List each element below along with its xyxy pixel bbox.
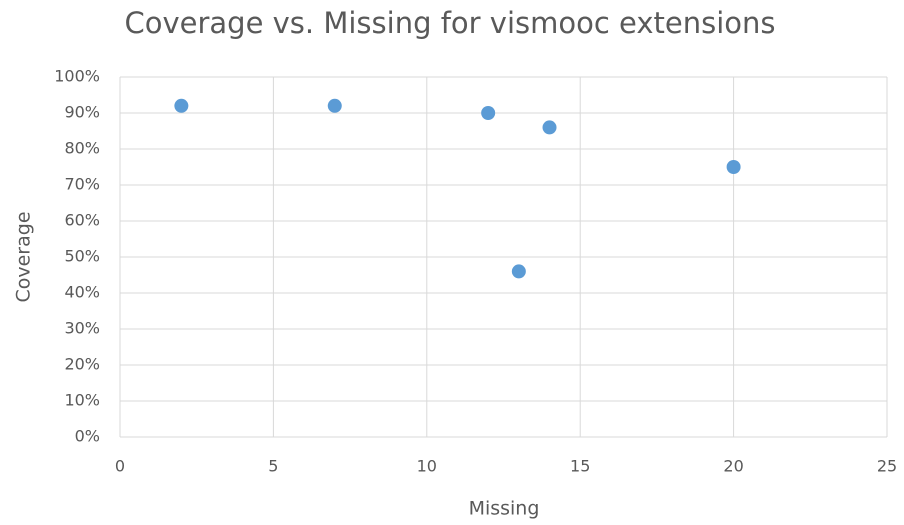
x-tick-label: 25 <box>877 457 897 476</box>
y-tick-label: 10% <box>64 391 100 410</box>
chart-title: Coverage vs. Missing for vismooc extensi… <box>124 6 775 40</box>
point <box>174 98 189 113</box>
y-tick-label: 90% <box>64 103 100 122</box>
x-tick-label: 10 <box>417 457 437 476</box>
x-axis-label: Missing <box>469 498 540 520</box>
y-tick-label: 30% <box>64 319 100 338</box>
x-tick-label: 20 <box>723 457 743 476</box>
point <box>511 264 526 279</box>
point <box>542 120 557 135</box>
point <box>481 106 496 120</box>
y-tick-label: 50% <box>64 247 100 266</box>
y-tick-label: 100% <box>54 67 100 86</box>
y-tick-label: 80% <box>64 139 100 158</box>
y-tick-label: 0% <box>75 427 100 446</box>
y-tick-label: 20% <box>64 355 100 374</box>
y-axis-label: Coverage <box>13 211 35 302</box>
y-tick-label: 60% <box>64 211 100 230</box>
y-tick-label: 70% <box>64 175 100 194</box>
point <box>726 160 741 174</box>
x-tick-label: 0 <box>115 457 125 476</box>
x-tick-label: 15 <box>570 457 590 476</box>
point <box>327 98 342 113</box>
x-tick-label: 5 <box>268 457 278 476</box>
y-tick-label: 40% <box>64 283 100 302</box>
